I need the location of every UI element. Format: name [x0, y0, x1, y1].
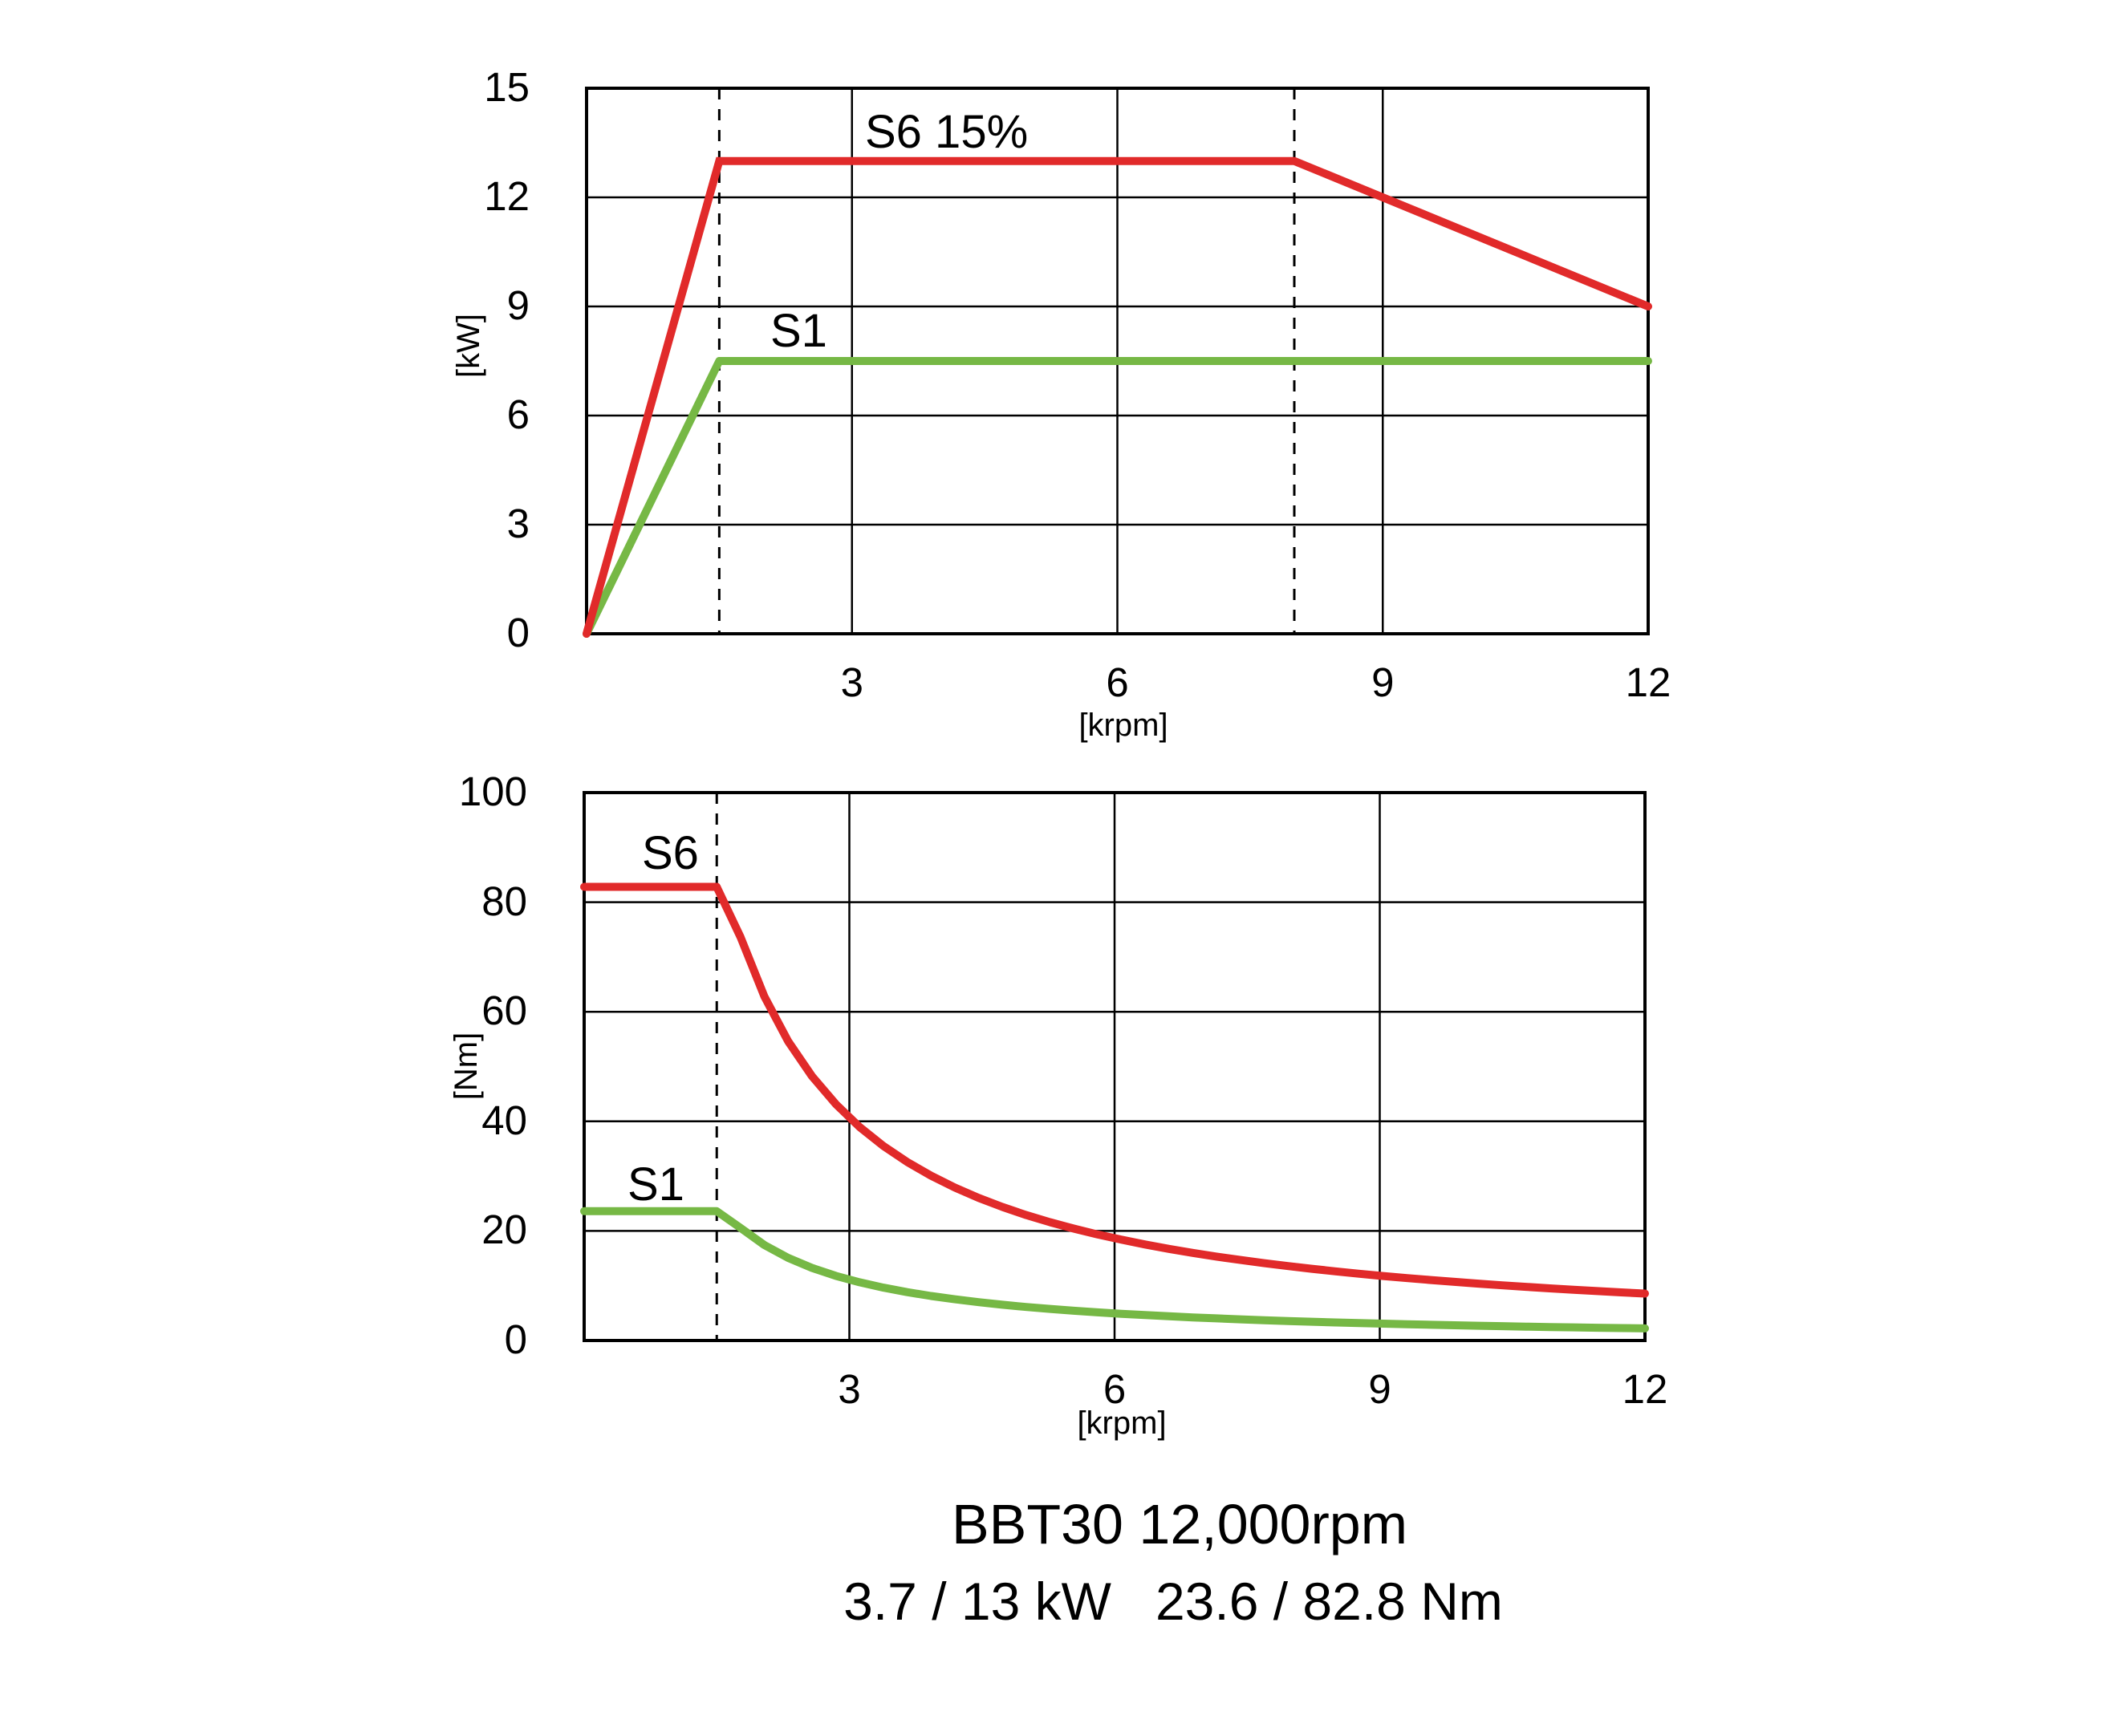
svg-text:80: 80: [481, 878, 527, 924]
svg-text:3.7 / 13 kW 23.6 / 82.8 Nm: 3.7 / 13 kW 23.6 / 82.8 Nm: [843, 1572, 1503, 1631]
svg-text:[krpm]: [krpm]: [1077, 1405, 1166, 1441]
svg-text:15: 15: [484, 64, 530, 110]
svg-text:12: 12: [484, 173, 530, 219]
svg-text:BBT30 12,000rpm: BBT30 12,000rpm: [952, 1493, 1407, 1556]
svg-text:12: 12: [1622, 1366, 1668, 1412]
svg-text:3: 3: [841, 659, 863, 705]
svg-text:3: 3: [507, 501, 530, 546]
svg-text:0: 0: [507, 610, 530, 655]
svg-text:[krpm]: [krpm]: [1078, 708, 1168, 743]
svg-text:3: 3: [838, 1366, 860, 1412]
svg-text:S6: S6: [642, 827, 699, 879]
svg-text:6: 6: [1106, 659, 1128, 705]
svg-text:S1: S1: [770, 305, 827, 357]
svg-text:9: 9: [1371, 659, 1394, 705]
svg-text:100: 100: [459, 769, 527, 814]
svg-text:9: 9: [507, 282, 530, 328]
svg-text:0: 0: [505, 1316, 527, 1362]
svg-text:S6 15%: S6 15%: [865, 106, 1028, 158]
svg-text:12: 12: [1626, 659, 1671, 705]
svg-text:20: 20: [481, 1207, 527, 1252]
svg-text:[kW]: [kW]: [451, 314, 486, 378]
svg-text:60: 60: [481, 988, 527, 1033]
svg-text:40: 40: [481, 1097, 527, 1143]
svg-text:6: 6: [507, 391, 530, 437]
svg-text:9: 9: [1368, 1366, 1391, 1412]
svg-text:S1: S1: [627, 1158, 684, 1211]
svg-text:[Nm]: [Nm]: [449, 1032, 484, 1100]
